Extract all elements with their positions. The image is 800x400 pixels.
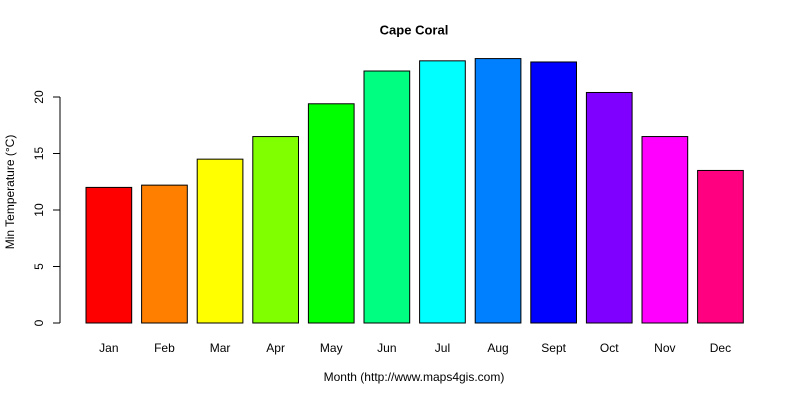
y-tick-label: 10 [32,203,46,217]
y-tick-label: 0 [32,319,46,326]
x-tick-label: Apr [266,341,285,355]
bar [419,60,466,324]
x-tick-label: Jul [435,341,450,355]
bar [252,136,300,324]
bar [85,186,133,324]
x-tick-label: May [320,341,343,355]
bar [641,136,689,324]
bar [697,169,744,324]
y-tick-label: 20 [32,90,46,104]
bar [141,184,188,324]
x-tick-label: Oct [600,341,619,355]
x-tick-label: Dec [710,341,731,355]
bar [363,70,411,324]
bar [585,91,633,324]
x-axis-label: Month (http://www.maps4gis.com) [324,370,505,384]
x-tick-label: Sept [541,341,566,355]
bar [307,103,355,324]
chart-title: Cape Coral [380,22,449,37]
x-tick-label: Jun [377,341,396,355]
bar [530,61,577,324]
x-tick-label: Nov [654,341,675,355]
x-tick-label: Feb [154,341,175,355]
x-tick-label: Mar [210,341,231,355]
x-tick-label: Jan [99,341,118,355]
x-tick-label: Aug [487,341,508,355]
bar [196,158,244,324]
y-axis-label: Min Temperature (°C) [3,135,17,250]
y-tick-label: 5 [32,263,46,270]
bar [474,58,522,324]
y-tick-label: 15 [32,147,46,161]
